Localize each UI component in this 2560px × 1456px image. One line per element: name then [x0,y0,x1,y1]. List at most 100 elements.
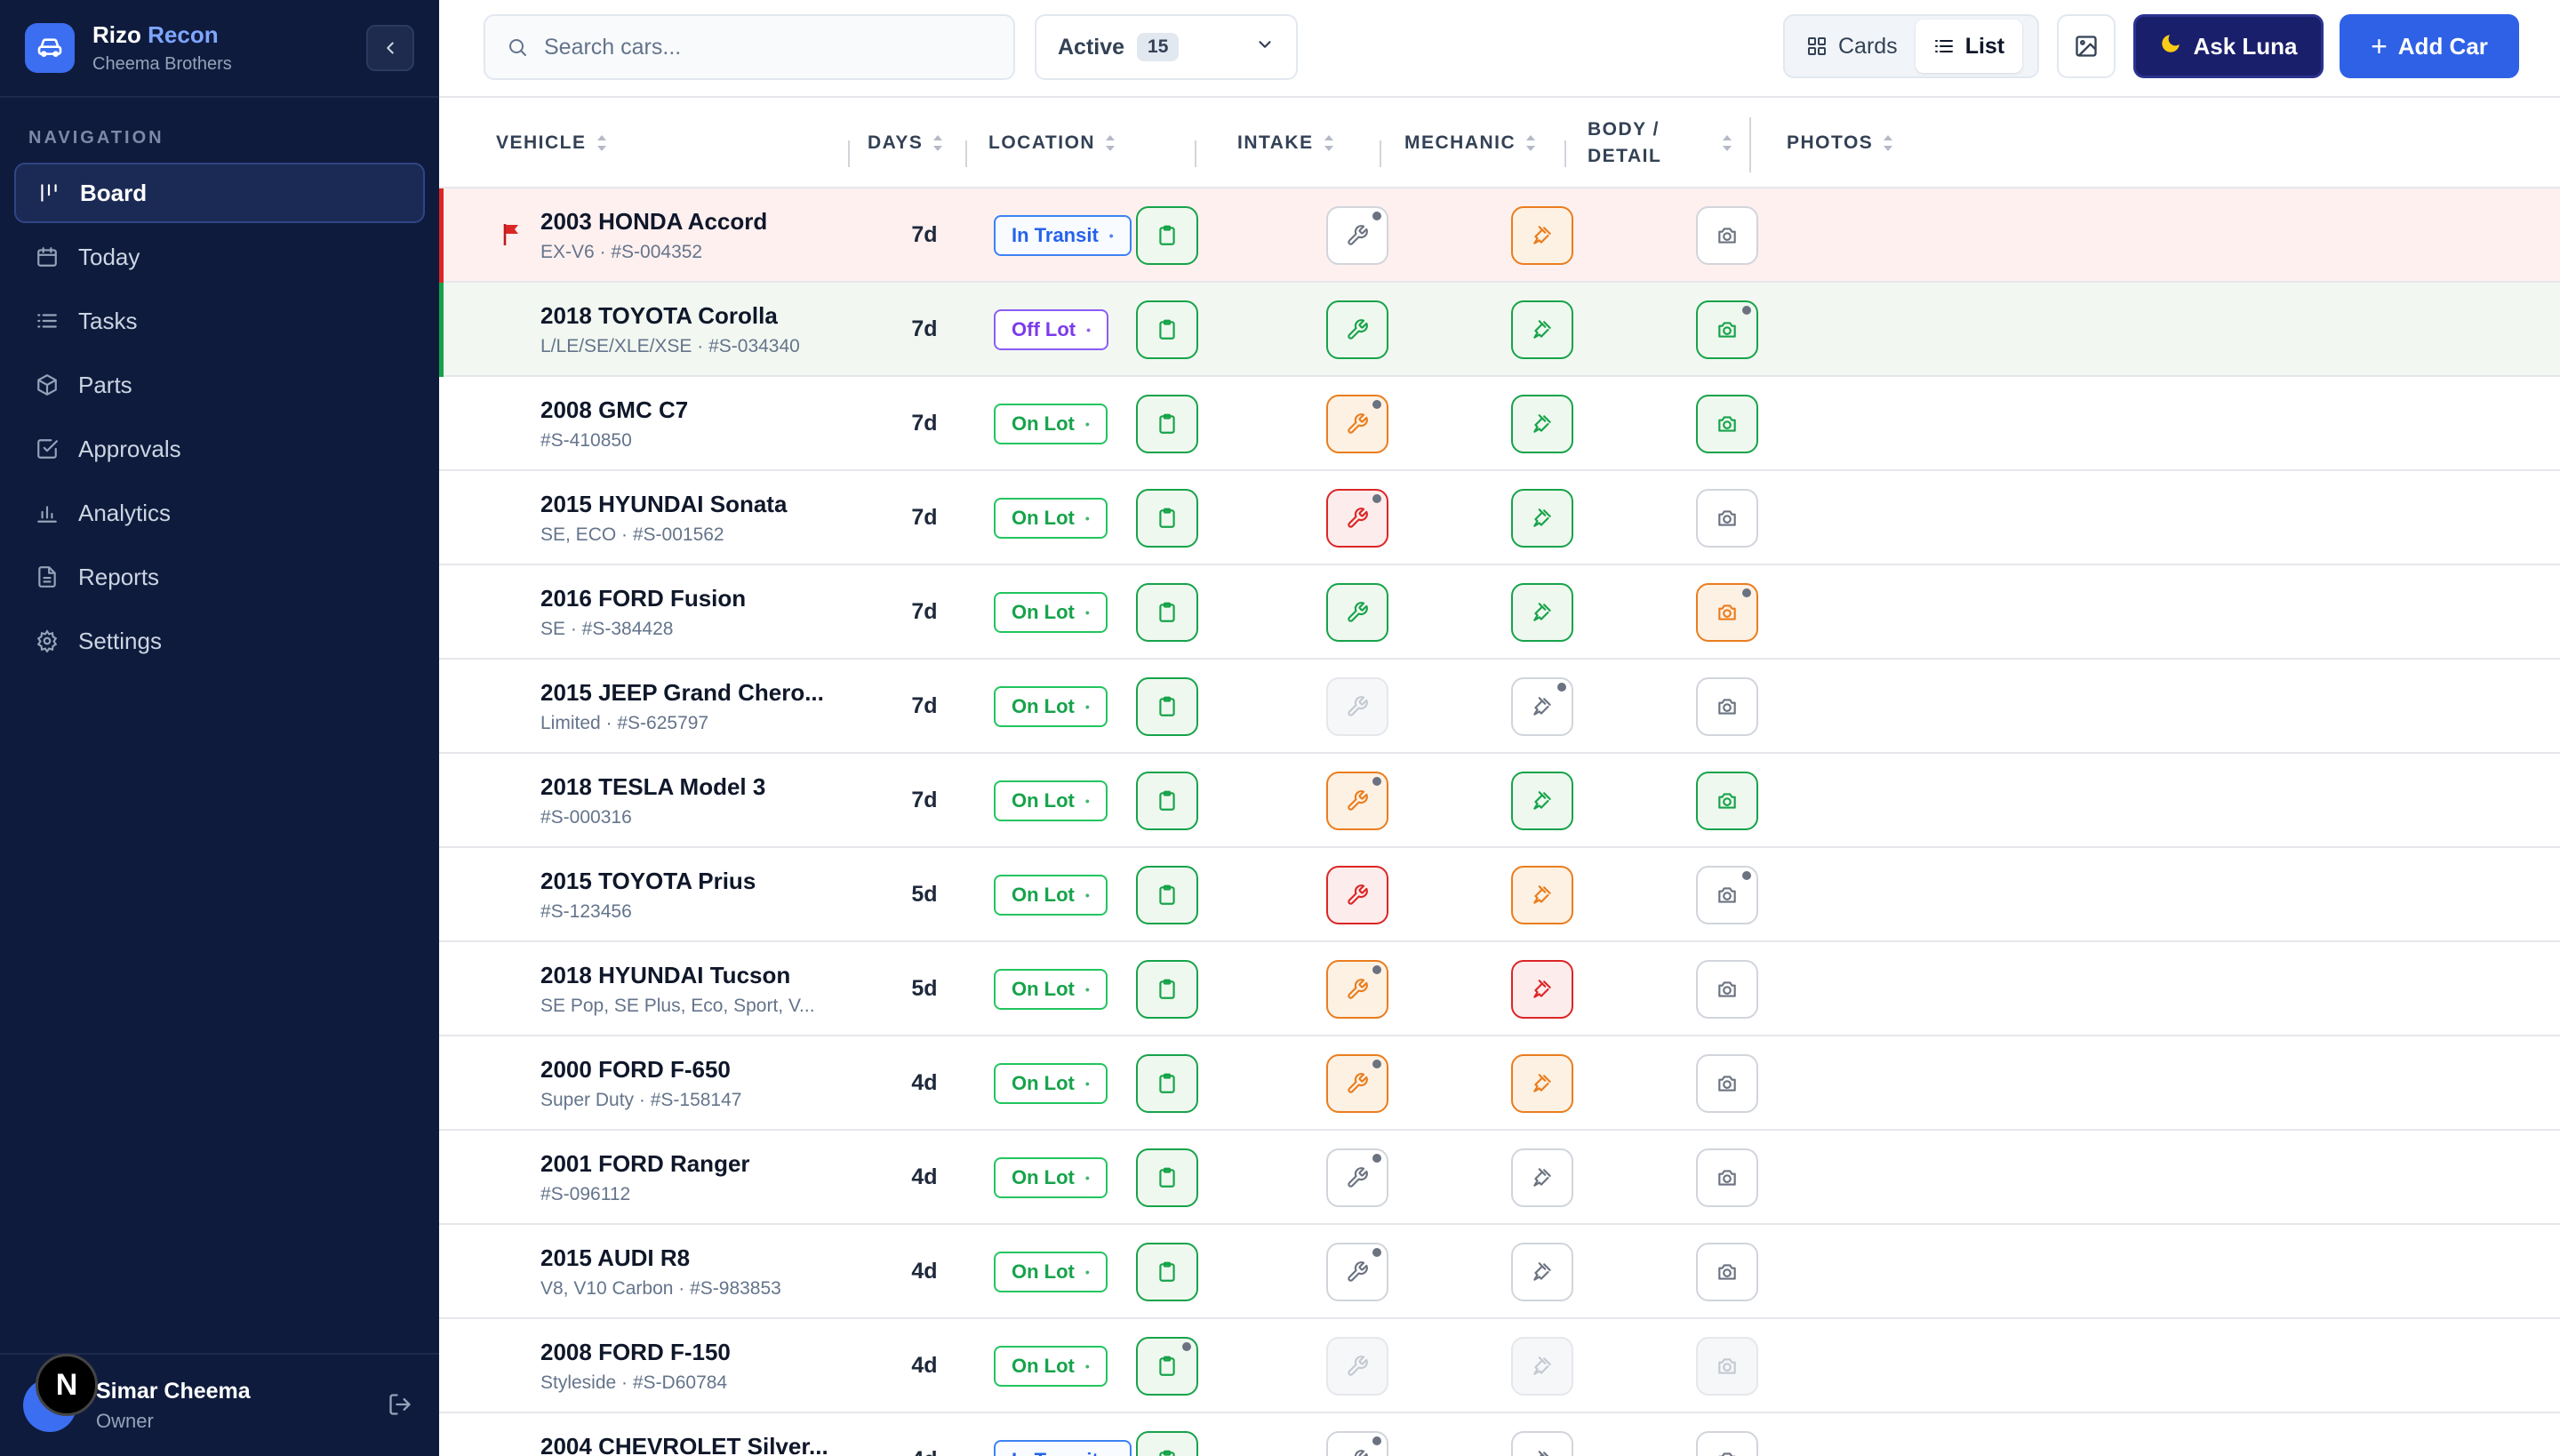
table-row[interactable]: 2015 JEEP Grand Chero... Limited · #S-62… [439,660,2560,754]
mechanic-status-button[interactable] [1326,866,1388,924]
user-profile[interactable]: N Simar Cheema Owner [0,1353,439,1456]
photos-status-button[interactable] [1696,1148,1758,1207]
location-badge[interactable]: On Lot • [994,1157,1108,1198]
photos-status-button[interactable] [1696,772,1758,830]
mechanic-status-button[interactable] [1326,1243,1388,1301]
body-status-button[interactable] [1511,1054,1573,1113]
photos-status-button[interactable] [1696,1054,1758,1113]
status-filter-dropdown[interactable]: Active 15 [1035,14,1298,80]
photos-status-button[interactable] [1696,489,1758,548]
mechanic-status-button[interactable] [1326,395,1388,453]
location-badge[interactable]: On Lot • [994,686,1108,727]
intake-status-button[interactable] [1136,772,1198,830]
sidebar-item-analytics[interactable]: Analytics [14,483,425,543]
intake-status-button[interactable] [1136,1243,1198,1301]
body-status-button[interactable] [1511,583,1573,642]
mechanic-status-button[interactable] [1326,772,1388,830]
mechanic-status-button[interactable] [1326,960,1388,1019]
intake-status-button[interactable] [1136,1148,1198,1207]
col-vehicle[interactable]: VEHICLE [496,98,608,188]
photos-status-button[interactable] [1696,583,1758,642]
photos-status-button[interactable] [1696,1431,1758,1456]
body-status-button[interactable] [1511,206,1573,265]
intake-status-button[interactable] [1136,489,1198,548]
body-status-button[interactable] [1511,1243,1573,1301]
location-badge[interactable]: On Lot • [994,1346,1108,1387]
image-view-button[interactable] [2057,14,2116,78]
table-row[interactable]: 2015 AUDI R8 V8, V10 Carbon · #S-983853 … [439,1225,2560,1319]
photos-status-button[interactable] [1696,1337,1758,1396]
body-status-button[interactable] [1511,300,1573,359]
location-badge[interactable]: Off Lot • [994,309,1108,350]
body-status-button[interactable] [1511,866,1573,924]
table-row[interactable]: 2003 HONDA Accord EX-V6 · #S-004352 7d I… [439,188,2560,283]
ask-luna-button[interactable]: Ask Luna [2133,14,2324,78]
table-row[interactable]: 2000 FORD F-650 Super Duty · #S-158147 4… [439,1036,2560,1131]
location-badge[interactable]: In Transit • [994,1440,1132,1456]
table-row[interactable]: 2001 FORD Ranger #S-096112 4d On Lot • [439,1131,2560,1225]
photos-status-button[interactable] [1696,206,1758,265]
intake-status-button[interactable] [1136,1054,1198,1113]
col-intake[interactable]: INTAKE [1237,98,1335,188]
mechanic-status-button[interactable] [1326,1054,1388,1113]
table-row[interactable]: 2008 GMC C7 #S-410850 7d On Lot • [439,377,2560,471]
sidebar-item-settings[interactable]: Settings [14,611,425,671]
body-status-button[interactable] [1511,489,1573,548]
location-badge[interactable]: On Lot • [994,1252,1108,1292]
body-status-button[interactable] [1511,395,1573,453]
mechanic-status-button[interactable] [1326,489,1388,548]
search-box[interactable] [484,14,1015,80]
sidebar-item-parts[interactable]: Parts [14,355,425,415]
mechanic-status-button[interactable] [1326,206,1388,265]
col-days[interactable]: DAYS [868,98,944,188]
mechanic-status-button[interactable] [1326,583,1388,642]
col-body-detail[interactable]: BODY / DETAIL [1588,98,1661,188]
body-status-button[interactable] [1511,1148,1573,1207]
cards-view-button[interactable]: Cards [1788,20,1916,73]
sidebar-item-approvals[interactable]: Approvals [14,419,425,479]
add-car-button[interactable]: + Add Car [2340,14,2519,78]
intake-status-button[interactable] [1136,677,1198,736]
intake-status-button[interactable] [1136,395,1198,453]
photos-status-button[interactable] [1696,300,1758,359]
table-row[interactable]: 2016 FORD Fusion SE · #S-384428 7d On Lo… [439,565,2560,660]
col-mechanic[interactable]: MECHANIC [1404,98,1537,188]
location-badge[interactable]: On Lot • [994,875,1108,916]
table-row[interactable]: 2008 FORD F-150 Styleside · #S-D60784 4d… [439,1319,2560,1413]
mechanic-status-button[interactable] [1326,1148,1388,1207]
mechanic-status-button[interactable] [1326,1431,1388,1456]
intake-status-button[interactable] [1136,866,1198,924]
collapse-sidebar-button[interactable] [366,25,414,71]
sidebar-item-tasks[interactable]: Tasks [14,291,425,351]
sidebar-item-reports[interactable]: Reports [14,547,425,607]
photos-status-button[interactable] [1696,960,1758,1019]
col-location[interactable]: LOCATION [988,98,1116,188]
location-badge[interactable]: On Lot • [994,1063,1108,1104]
location-badge[interactable]: On Lot • [994,404,1108,444]
search-input[interactable] [544,34,988,60]
table-row[interactable]: 2004 CHEVROLET Silver... 4d In Transit • [439,1413,2560,1456]
body-status-button[interactable] [1511,1431,1573,1456]
intake-status-button[interactable] [1136,206,1198,265]
sidebar-item-board[interactable]: Board [14,163,425,223]
photos-status-button[interactable] [1696,395,1758,453]
intake-status-button[interactable] [1136,1431,1198,1456]
location-badge[interactable]: In Transit • [994,215,1132,256]
location-badge[interactable]: On Lot • [994,592,1108,633]
intake-status-button[interactable] [1136,583,1198,642]
photos-status-button[interactable] [1696,866,1758,924]
list-view-button[interactable]: List [1915,20,2023,73]
body-status-button[interactable] [1511,772,1573,830]
mechanic-status-button[interactable] [1326,1337,1388,1396]
intake-status-button[interactable] [1136,300,1198,359]
mechanic-status-button[interactable] [1326,677,1388,736]
col-photos[interactable]: PHOTOS [1787,98,1894,188]
location-badge[interactable]: On Lot • [994,498,1108,539]
table-row[interactable]: 2018 TESLA Model 3 #S-000316 7d On Lot • [439,754,2560,848]
body-status-button[interactable] [1511,1337,1573,1396]
intake-status-button[interactable] [1136,1337,1198,1396]
table-row[interactable]: 2015 TOYOTA Prius #S-123456 5d On Lot • [439,848,2560,942]
body-status-button[interactable] [1511,960,1573,1019]
table-row[interactable]: 2018 TOYOTA Corolla L/LE/SE/XLE/XSE · #S… [439,283,2560,377]
intake-status-button[interactable] [1136,960,1198,1019]
